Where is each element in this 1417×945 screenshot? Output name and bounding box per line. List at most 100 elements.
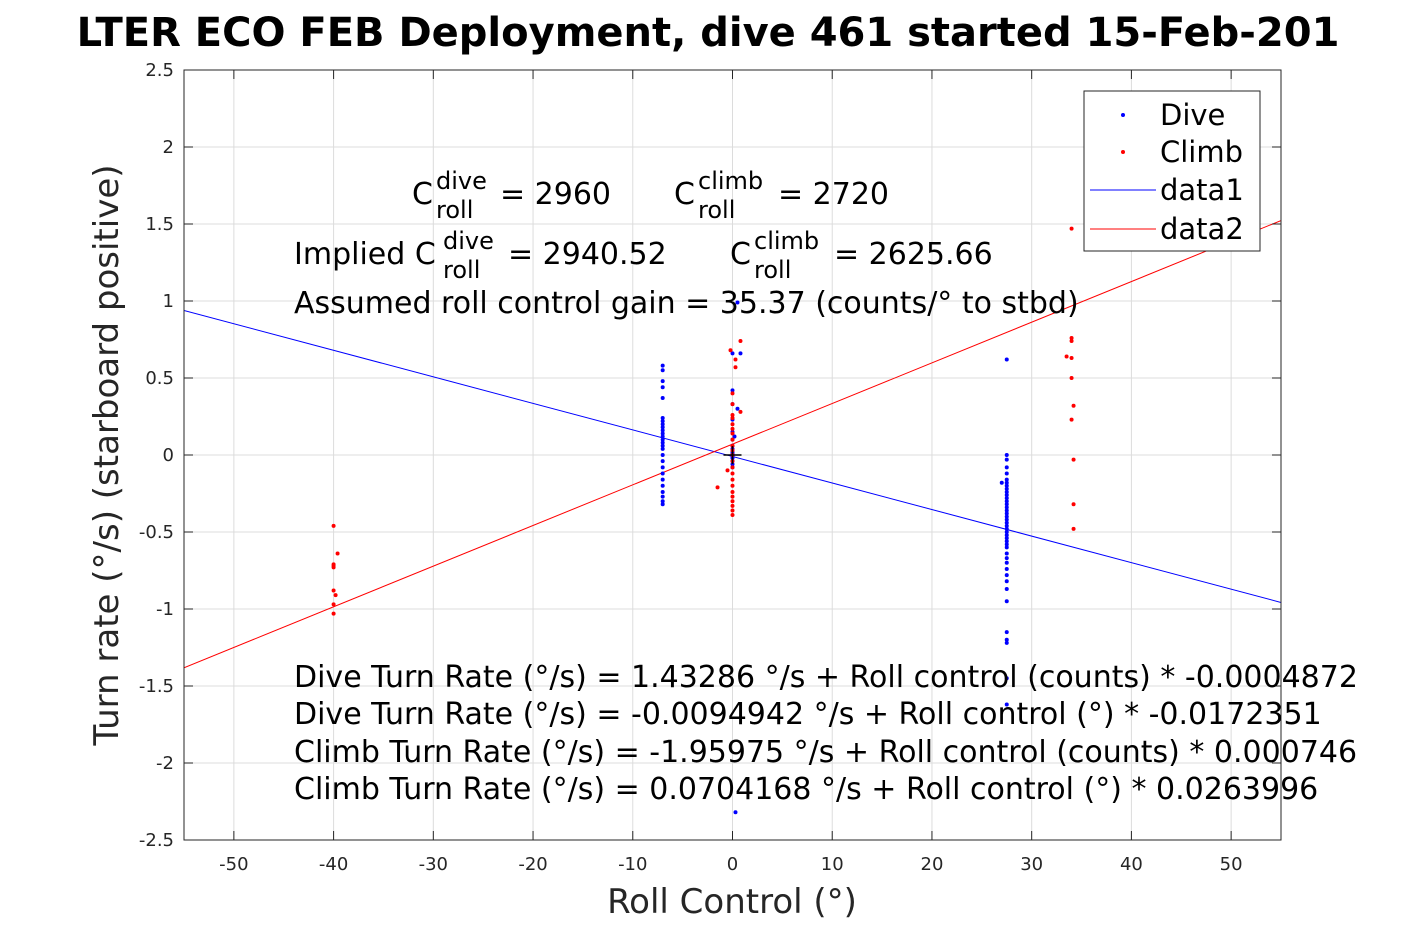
dive-point (660, 437, 665, 442)
y-tick-label: 2 (163, 137, 174, 158)
climb-point (730, 402, 735, 407)
climb-point (1071, 526, 1076, 531)
dive-point (1004, 457, 1009, 462)
dive-point (1004, 533, 1009, 538)
dive-point (1004, 453, 1009, 457)
dive-point (1004, 523, 1009, 528)
dive-point (1004, 502, 1009, 507)
dive-point (1004, 471, 1009, 476)
series-layer (184, 220, 1281, 815)
dive-point (1004, 566, 1009, 571)
dive-point (660, 396, 665, 401)
climb-point (333, 593, 338, 598)
dive-point (1004, 526, 1009, 531)
climb-point (1071, 502, 1076, 507)
climb-point (1069, 376, 1074, 380)
dive-point (660, 477, 665, 482)
dive-point (1004, 630, 1009, 635)
climb-point (730, 431, 735, 436)
climb-point (331, 523, 336, 528)
c-roll-dive-sup: dive (436, 167, 487, 195)
dive-point (1004, 560, 1009, 565)
climb-point (730, 503, 735, 508)
x-tick-label: 40 (1120, 854, 1143, 875)
dive-point (1004, 517, 1009, 522)
dive-point (660, 459, 665, 464)
implied-prefix: Implied C (294, 237, 436, 272)
implied-climb-sub: roll (754, 256, 791, 284)
dive-point (1004, 499, 1009, 504)
dive-point (660, 363, 665, 368)
legend-data1-label: data1 (1160, 173, 1244, 207)
climb-point (730, 426, 735, 431)
dive-point (735, 300, 740, 305)
legend-data2-label: data2 (1160, 212, 1244, 246)
climb-point (730, 483, 735, 488)
dive-point (1004, 551, 1009, 556)
legend-dive-marker (1121, 113, 1125, 117)
climb-point (730, 437, 735, 442)
dive-point (660, 446, 665, 451)
dive-point (732, 434, 737, 439)
x-tick-label: -50 (219, 854, 248, 875)
dive-point (660, 465, 665, 470)
dive-point (660, 489, 665, 494)
dive-point (660, 443, 665, 448)
climb-point (1069, 355, 1074, 360)
x-tick-label: 0 (727, 854, 738, 875)
legend-dive-label: Dive (1160, 98, 1225, 132)
dive-point (1004, 465, 1009, 470)
dive-point (1004, 637, 1009, 642)
climb-point (730, 489, 735, 494)
dive-point (1004, 702, 1009, 707)
dive-point (660, 431, 665, 436)
climb-point (1064, 354, 1069, 359)
climb-point (733, 365, 738, 370)
dive-point (738, 351, 743, 356)
implied-dive-sub: roll (443, 256, 480, 284)
dive-point (1004, 480, 1009, 485)
c-roll-climb-base: C (674, 177, 695, 212)
climb-point (730, 416, 735, 421)
climb-point (1069, 226, 1074, 231)
tick-layer: -50 -40 -30 -20 -10 0 10 20 30 40 50 2.5 2 1.5 1 0.5 0 -0… (139, 60, 1281, 875)
implied-climb-sup: climb (754, 227, 819, 255)
dive-point (1004, 496, 1009, 501)
implied-climb-value: = 2625.66 (834, 237, 993, 272)
x-tick-label: 10 (821, 854, 844, 875)
series-clip-group (184, 220, 1281, 815)
dive-point (1004, 545, 1009, 550)
c-roll-dive-base: C (412, 177, 433, 212)
y-tick-label: 0 (163, 445, 174, 466)
dive-point (1004, 514, 1009, 519)
dive-point (1004, 477, 1009, 482)
dive-point (733, 810, 738, 815)
dive-point (660, 434, 665, 439)
climb-point (730, 391, 735, 396)
c-roll-climb-sup: climb (698, 167, 763, 195)
legend-box (1083, 90, 1261, 252)
implied-dive-annotation: Implied C dive roll = 2940.52 (294, 227, 667, 284)
x-tick-label: -40 (319, 854, 348, 875)
dive-point (660, 419, 665, 424)
dive-point (1004, 493, 1009, 498)
climb-point (730, 422, 735, 427)
c-roll-dive-sub: roll (436, 196, 473, 224)
dive-point (1004, 489, 1009, 494)
dive-point (660, 379, 665, 384)
plot-frame (183, 69, 1282, 841)
y-tick-label: -1 (156, 599, 174, 620)
dive-point (660, 453, 665, 457)
x-tick-label: -20 (518, 854, 547, 875)
climb-point (1069, 339, 1074, 344)
dive-point (735, 406, 740, 411)
climb-point (331, 588, 336, 593)
climb-point (730, 508, 735, 513)
dive-point (660, 422, 665, 427)
x-tick-label: -30 (419, 854, 448, 875)
y-tick-label: -0.5 (139, 522, 174, 543)
climb-point (1069, 335, 1074, 340)
dive-point (660, 499, 665, 504)
y-tick-label: 2.5 (145, 60, 174, 81)
climb-equation-degrees: Climb Turn Rate (°/s) = 0.0704168 °/s + … (294, 772, 1318, 807)
